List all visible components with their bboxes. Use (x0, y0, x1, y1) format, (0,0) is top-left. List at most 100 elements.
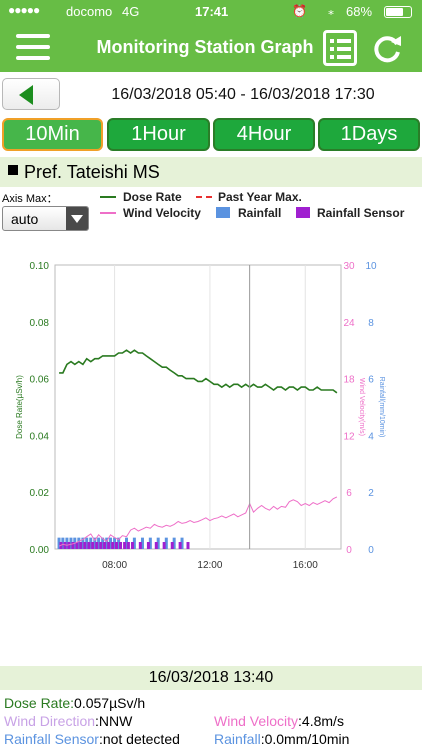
menu-icon[interactable] (16, 32, 50, 64)
rainfall-bar (97, 537, 101, 549)
back-arrow-icon (19, 85, 33, 105)
info-panel: 16/03/2018 13:40 Dose Rate:0.057µSv/h Wi… (0, 666, 422, 750)
previous-button[interactable] (2, 78, 60, 110)
rainfall-sensor-bar (126, 542, 130, 549)
axis-max-label: Axis Max： (2, 193, 58, 205)
rainfall-bar (156, 537, 160, 549)
legend-wind-velocity: Wind Velocity (123, 206, 201, 220)
rainfall-sensor-row: Rainfall Sensor:not detected (4, 731, 180, 747)
y-rain-tick-label: 2 (368, 488, 374, 499)
y-wind-tick-label: 6 (346, 488, 352, 499)
wind-velocity-label: Wind Velocity (214, 713, 299, 729)
wind-velocity-row: Wind Velocity:4.8m/s (214, 713, 344, 729)
rainfall-sensor-bar (103, 542, 107, 549)
page-title: Monitoring Station Graph (96, 37, 314, 57)
battery-icon (384, 6, 412, 18)
tab-1hour[interactable]: 1Hour (107, 118, 210, 151)
station-marker-icon (8, 165, 18, 175)
rainfall-bar (132, 537, 136, 549)
legend-dose-rate: Dose Rate (123, 190, 182, 204)
dose-rate-line (59, 349, 338, 394)
rainfall-sensor-value: :not detected (98, 731, 180, 747)
y-left-axis-title: Dose Rate(µSv/h) (15, 375, 24, 439)
rainfall-bar (81, 537, 85, 549)
y-wind-axis-title: Wind Velocity(m/s) (358, 378, 365, 436)
y-rain-axis-title: Rainfall(mm/10min) (378, 377, 385, 438)
y-left-tick-label: 0.06 (30, 375, 50, 386)
rainfall-sensor-bar (119, 542, 123, 549)
station-name: Pref. Tateishi MS (24, 162, 160, 182)
rainfall-bar (89, 537, 93, 549)
x-tick-label: 12:00 (197, 560, 222, 571)
rainfall-bar (140, 537, 144, 549)
app-header: Monitoring Station Graph (0, 24, 422, 72)
wind-direction-label: Wind Direction (4, 713, 96, 729)
x-tick-label: 08:00 (102, 560, 127, 571)
rainfall-bar (109, 537, 113, 549)
list-icon[interactable] (323, 30, 357, 66)
legend-past-year-max: Past Year Max. (218, 190, 302, 204)
rainfall-bar (93, 537, 97, 549)
rainfall-bar (69, 537, 73, 549)
rainfall-bar (77, 537, 81, 549)
rainfall-sensor-bar (162, 542, 166, 549)
dose-rate-value: 0.057µSv/h (74, 695, 146, 711)
rainfall-sensor-bar (71, 542, 75, 549)
dose-rate-label: Dose Rate: (4, 695, 75, 711)
wind-direction-row: Wind Direction:NNW (4, 713, 132, 729)
rainfall-bar (85, 537, 89, 549)
rainfall-sensor-bar (170, 542, 174, 549)
tab-4hour[interactable]: 4Hour (213, 118, 315, 151)
y-wind-tick-label: 12 (343, 431, 355, 442)
rainfall-bar (57, 537, 61, 549)
rainfall-sensor-bar (130, 542, 134, 549)
rainfall-sensor-bar (91, 542, 95, 549)
y-rain-tick-label: 8 (368, 318, 374, 329)
battery-percent: 68% (346, 4, 373, 19)
legend-rainfall-sensor-swatch (296, 207, 310, 218)
y-wind-tick-label: 24 (343, 318, 355, 329)
y-left-tick-label: 0.08 (30, 318, 50, 329)
tab-1days[interactable]: 1Days (318, 118, 420, 151)
rainfall-sensor-bar (138, 542, 142, 549)
rainfall-bar (105, 537, 109, 549)
rainfall-sensor-bar (95, 542, 99, 549)
info-timestamp: 16/03/2018 13:40 (0, 666, 422, 690)
date-range-label: 16/03/2018 05:40 - 16/03/2018 17:30 (111, 86, 375, 103)
y-wind-tick-label: 30 (343, 261, 355, 272)
refresh-icon[interactable] (370, 30, 404, 66)
rainfall-sensor-bar (63, 542, 67, 549)
y-wind-tick-label: 0 (346, 545, 352, 556)
y-left-tick-label: 0.10 (30, 261, 50, 272)
signal-icon: ●●●●● (8, 3, 40, 17)
rainfall-sensor-label: Rainfall Sensor (4, 731, 99, 747)
y-rain-tick-label: 4 (368, 431, 374, 442)
y-rain-tick-label: 6 (368, 375, 374, 386)
y-left-tick-label: 0.04 (30, 431, 50, 442)
rainfall-bar (113, 537, 117, 549)
legend-rainfall: Rainfall (238, 206, 282, 220)
station-strip: Pref. Tateishi MS (0, 157, 422, 187)
y-rain-tick-label: 0 (368, 545, 374, 556)
rainfall-value: :0.0mm/10min (260, 731, 350, 747)
rainfall-sensor-bar (99, 542, 103, 549)
wind-velocity-value: :4.8m/s (298, 713, 344, 729)
axis-max-select[interactable]: auto (2, 206, 89, 231)
rainfall-label: Rainfall (214, 731, 261, 747)
rainfall-bar (164, 537, 168, 549)
chevron-down-icon (66, 207, 88, 230)
tab-10min[interactable]: 10Min (2, 118, 103, 151)
rainfall-bar (180, 537, 184, 549)
rainfall-sensor-bar (146, 542, 150, 549)
alarm-icon: ⏰ (292, 4, 307, 18)
y-wind-tick-label: 18 (343, 375, 355, 386)
rainfall-bar (125, 537, 128, 549)
legend-rainfall-sensor: Rainfall Sensor (317, 206, 405, 220)
monitoring-chart[interactable]: 08:00 12:00 16:00 0.00 0.02 0.04 0.06 0.08 0.10 0… (0, 250, 422, 580)
rainfall-sensor-bar (154, 542, 158, 549)
rainfall-sensor-bar (79, 542, 83, 549)
rainfall-sensor-bar (178, 542, 182, 549)
rainfall-bar (172, 537, 176, 549)
rainfall-sensor-bar (114, 542, 118, 549)
